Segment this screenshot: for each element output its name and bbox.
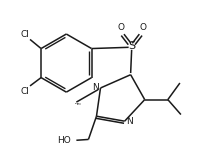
Text: HO: HO xyxy=(57,136,71,145)
Text: Cl: Cl xyxy=(20,87,29,96)
Text: O: O xyxy=(139,23,145,32)
Text: O: O xyxy=(117,23,123,32)
Text: S: S xyxy=(127,42,135,51)
Text: methyl: methyl xyxy=(76,103,81,104)
Text: N: N xyxy=(91,83,98,92)
Text: N: N xyxy=(126,117,132,126)
Text: Cl: Cl xyxy=(20,30,29,39)
Text: methyl: methyl xyxy=(75,103,80,104)
Text: methyl: methyl xyxy=(76,103,81,105)
